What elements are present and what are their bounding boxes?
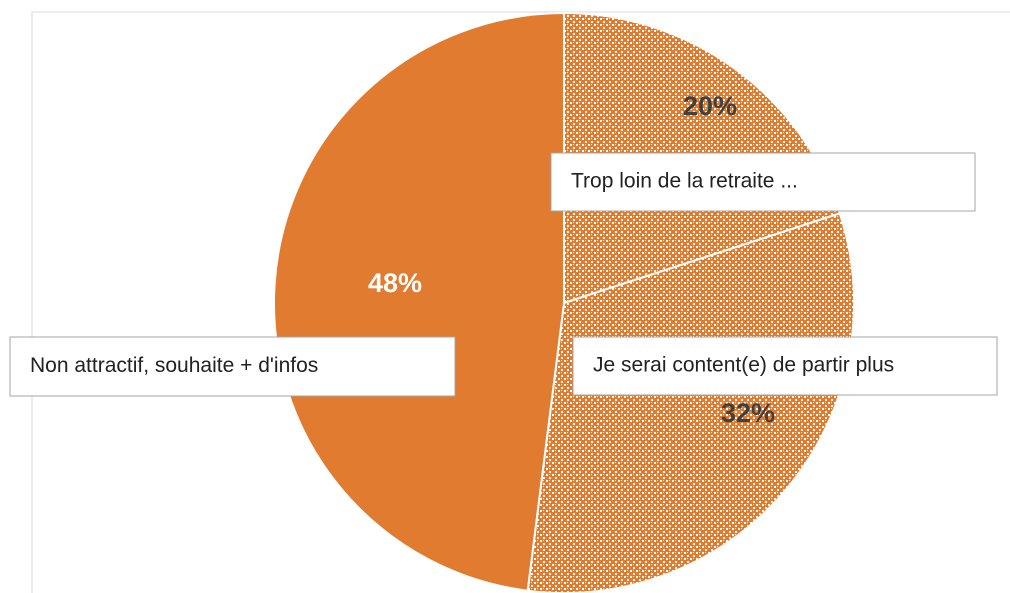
category-label-box [572, 336, 998, 396]
category-label: Non attractif, souhaite + d'infos [30, 354, 318, 377]
category-label: Je serai content(e) de partir plus [593, 354, 894, 377]
value-label: 32% [721, 398, 775, 428]
value-label: 20% [683, 91, 737, 121]
value-label: 48% [368, 268, 422, 298]
pie-slice [526, 212, 855, 593]
pie-slice [273, 11, 565, 592]
category-label: Trop loin de la retraite ... [571, 170, 798, 193]
category-label-box [9, 336, 456, 397]
category-label-box [550, 152, 976, 212]
chart-frame [31, 11, 1010, 593]
